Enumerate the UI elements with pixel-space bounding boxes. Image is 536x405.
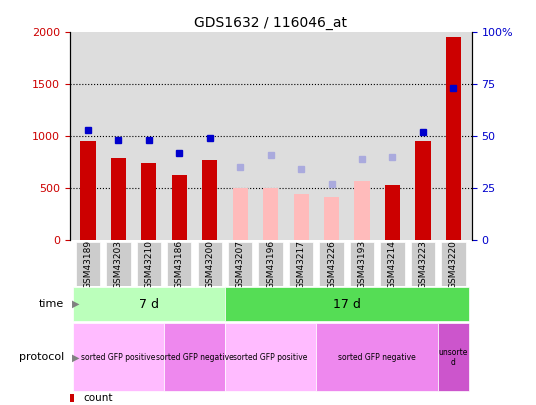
Text: GSM43223: GSM43223 — [419, 240, 427, 288]
Text: GSM43210: GSM43210 — [144, 240, 153, 289]
FancyBboxPatch shape — [228, 242, 252, 286]
Text: GSM43186: GSM43186 — [175, 239, 184, 289]
Text: GSM43226: GSM43226 — [327, 240, 336, 288]
Text: ▶: ▶ — [72, 352, 80, 362]
Bar — [202, 160, 218, 240]
FancyBboxPatch shape — [73, 287, 225, 321]
Bar — [233, 188, 248, 240]
Text: 17 d: 17 d — [333, 298, 361, 311]
FancyBboxPatch shape — [137, 242, 161, 286]
Text: sorted GFP negative: sorted GFP negative — [155, 353, 233, 362]
Bar — [80, 141, 95, 240]
Text: sorted GFP positive: sorted GFP positive — [234, 353, 308, 362]
Bar — [294, 194, 309, 240]
Bar — [446, 36, 461, 240]
Bar — [111, 158, 126, 240]
Text: GSM43214: GSM43214 — [388, 240, 397, 288]
Bar — [415, 141, 430, 240]
Text: GSM43200: GSM43200 — [205, 240, 214, 289]
Text: GSM43193: GSM43193 — [358, 239, 367, 289]
FancyBboxPatch shape — [225, 287, 468, 321]
Bar — [142, 163, 157, 240]
Text: GSM43189: GSM43189 — [84, 239, 92, 289]
Title: GDS1632 / 116046_at: GDS1632 / 116046_at — [194, 16, 347, 30]
Text: 7 d: 7 d — [139, 298, 159, 311]
FancyBboxPatch shape — [164, 323, 225, 391]
Text: count: count — [83, 393, 113, 403]
Text: protocol: protocol — [19, 352, 64, 362]
FancyBboxPatch shape — [198, 242, 222, 286]
Text: sorted GFP positive: sorted GFP positive — [81, 353, 155, 362]
FancyBboxPatch shape — [167, 242, 191, 286]
FancyBboxPatch shape — [73, 323, 164, 391]
FancyBboxPatch shape — [76, 242, 100, 286]
FancyBboxPatch shape — [441, 242, 466, 286]
Text: GSM43196: GSM43196 — [266, 239, 275, 289]
Bar — [172, 175, 187, 240]
FancyBboxPatch shape — [381, 242, 405, 286]
FancyBboxPatch shape — [289, 242, 314, 286]
FancyBboxPatch shape — [438, 323, 468, 391]
Bar — [354, 181, 370, 240]
Text: GSM43207: GSM43207 — [236, 240, 245, 289]
FancyBboxPatch shape — [316, 323, 438, 391]
Text: unsorte
d: unsorte d — [439, 347, 468, 367]
FancyBboxPatch shape — [258, 242, 283, 286]
Text: GSM43203: GSM43203 — [114, 240, 123, 289]
Text: time: time — [39, 299, 64, 309]
FancyBboxPatch shape — [319, 242, 344, 286]
Text: GSM43220: GSM43220 — [449, 240, 458, 288]
Text: ▶: ▶ — [72, 299, 80, 309]
FancyBboxPatch shape — [411, 242, 435, 286]
FancyBboxPatch shape — [350, 242, 374, 286]
Bar — [324, 197, 339, 240]
FancyBboxPatch shape — [225, 323, 316, 391]
Bar — [385, 185, 400, 240]
FancyBboxPatch shape — [106, 242, 131, 286]
Bar — [263, 188, 278, 240]
Text: sorted GFP negative: sorted GFP negative — [338, 353, 416, 362]
Text: GSM43217: GSM43217 — [296, 240, 306, 289]
